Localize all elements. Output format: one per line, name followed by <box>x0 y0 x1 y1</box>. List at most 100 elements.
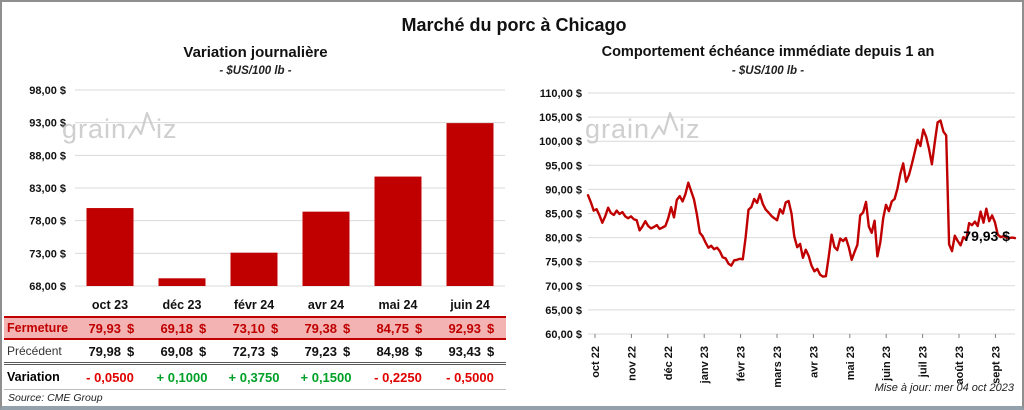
table-row-variation: Variation - 0,0500 + 0,1000 + 0,3750 + 0,150… <box>4 365 506 390</box>
source-note: Source: CME Group <box>8 392 103 404</box>
variation-cell: + 0,1000 <box>146 370 218 385</box>
page-title: Marché du porc à Chicago <box>401 15 627 35</box>
line-chart-title: Comportement échéance immédiate depuis 1… <box>601 44 935 60</box>
currency-symbol: $ <box>271 343 279 359</box>
table-row-precedent: Précédent 79,98 $69,08 $72,73 $79,23 $84,98 $9… <box>4 340 506 365</box>
row-label: Fermeture <box>7 321 69 335</box>
variation-value: + 0,1000 <box>156 369 208 385</box>
y-axis-label: 75,00 $ <box>545 257 582 269</box>
currency-symbol: $ <box>487 320 495 336</box>
bar-juin 24 <box>446 123 494 287</box>
y-axis-label: 83,00 $ <box>29 183 66 195</box>
variation-value: - 0,5000 <box>446 369 494 385</box>
x-axis-label: mai 23 <box>845 346 857 380</box>
price-cell: 69,08 $ <box>146 344 218 359</box>
price-value: 69,18 <box>160 320 193 336</box>
column-header: févr 24 <box>233 298 275 312</box>
y-axis-label: 73,00 $ <box>29 248 66 260</box>
price-value: 84,98 <box>376 343 409 359</box>
price-cell: 84,75 $ <box>362 321 434 336</box>
variation-cell: + 0,1500 <box>290 370 362 385</box>
price-value: 84,75 <box>376 320 409 336</box>
y-axis-label: 110,00 $ <box>540 88 582 100</box>
price-value: 72,73 <box>232 343 265 359</box>
price-value: 93,43 <box>448 343 481 359</box>
bar-déc 23 <box>158 278 206 286</box>
currency-symbol: $ <box>343 320 351 336</box>
currency-symbol: $ <box>415 343 423 359</box>
currency-symbol: $ <box>199 320 207 336</box>
variation-cell: + 0,3750 <box>218 370 290 385</box>
price-cell: 84,98 $ <box>362 344 434 359</box>
column-header: juin 24 <box>450 298 490 312</box>
bar-chart-subtitle: - $US/100 lb - <box>219 65 292 77</box>
x-axis-label: déc 22 <box>663 346 675 380</box>
y-axis-label: 90,00 $ <box>545 184 582 196</box>
column-header: mai 24 <box>378 298 418 312</box>
x-axis-label: avr 23 <box>808 346 820 378</box>
bar-chart-canvas: 98,00 $ 93,00 $ 88,00 $ 83,00 $ 78,00 $ 73,00… <box>29 85 505 293</box>
x-axis-label: oct 22 <box>590 346 602 378</box>
bar-avr 24 <box>302 211 350 286</box>
x-axis-label: janv 23 <box>699 346 711 384</box>
bar-chart-title: Variation journalière <box>183 44 328 61</box>
y-axis-label: 85,00 $ <box>545 209 582 221</box>
price-cell: 73,10 $ <box>218 321 290 336</box>
price-cell: 92,93 $ <box>434 321 506 336</box>
update-note: Mise à jour: mer 04 oct 2023 <box>874 382 1014 394</box>
price-value: 79,23 <box>304 343 337 359</box>
currency-symbol: $ <box>487 343 495 359</box>
price-cell: 72,73 $ <box>218 344 290 359</box>
column-header: avr 24 <box>307 298 345 312</box>
x-axis-label: mars 23 <box>772 346 784 388</box>
x-axis-label: févr 23 <box>736 346 748 381</box>
price-value: 79,98 <box>88 343 121 359</box>
price-cell: 79,38 $ <box>290 321 362 336</box>
bar-mai 24 <box>374 176 422 286</box>
price-table: oct 23 déc 23 févr 24 avr 24 mai 24 juin 24 Fe… <box>4 294 506 390</box>
currency-symbol: $ <box>127 343 135 359</box>
front-month-line-chart: 110,00 $ 105,00 $ 100,00 $ 95,00 $ 90,00 $ 85… <box>514 87 1022 404</box>
variation-cell: - 0,0500 <box>74 370 146 385</box>
y-axis-label: 78,00 $ <box>29 216 66 228</box>
y-axis-label: 80,00 $ <box>545 233 582 245</box>
table-row-fermeture: Fermeture 79,93 $69,18 $73,10 $79,38 $84,75 $9… <box>4 316 506 340</box>
y-axis-label: 65,00 $ <box>545 305 582 317</box>
currency-symbol: $ <box>415 320 423 336</box>
y-axis-label: 100,00 $ <box>539 136 582 148</box>
currency-symbol: $ <box>199 343 207 359</box>
bar-oct 23 <box>86 208 134 286</box>
price-value: 79,93 <box>88 320 121 336</box>
x-axis-label: nov 22 <box>626 346 638 381</box>
daily-variation-bar-chart: 98,00 $ 93,00 $ 88,00 $ 83,00 $ 78,00 $ 73,00… <box>2 82 509 302</box>
y-axis-label: 68,00 $ <box>29 281 66 293</box>
x-axis-label: juil 23 <box>918 346 930 378</box>
x-axis-label: juin 23 <box>881 346 893 382</box>
price-value: 79,38 <box>304 320 337 336</box>
variation-cell: - 0,5000 <box>434 370 506 385</box>
variation-value: - 0,2250 <box>374 369 422 385</box>
price-value: 92,93 <box>448 320 481 336</box>
price-line <box>586 119 1017 278</box>
row-label: Variation <box>7 370 60 384</box>
price-cell: 79,23 $ <box>290 344 362 359</box>
price-value: 73,10 <box>232 320 265 336</box>
column-header: déc 23 <box>162 298 202 312</box>
price-cell: 79,93 $ <box>74 321 146 336</box>
bar-févr 24 <box>230 252 278 286</box>
price-cell: 79,98 $ <box>74 344 146 359</box>
variation-value: + 0,1500 <box>300 369 352 385</box>
x-axis-label: août 23 <box>954 346 966 385</box>
y-axis-label: 60,00 $ <box>545 329 582 341</box>
line-chart-subtitle: - $US/100 lb - <box>731 65 805 77</box>
y-axis-label: 70,00 $ <box>545 281 582 293</box>
row-label: Précédent <box>7 344 62 358</box>
y-axis-label: 88,00 $ <box>29 150 66 162</box>
y-axis-label: 105,00 $ <box>539 112 582 124</box>
y-axis-label: 93,00 $ <box>29 118 66 130</box>
line-chart-canvas: 110,00 $ 105,00 $ 100,00 $ 95,00 $ 90,00 $ 85… <box>539 88 1017 388</box>
last-price-label: 79,93 $ <box>963 228 1010 244</box>
currency-symbol: $ <box>127 320 135 336</box>
x-axis-label: sept 23 <box>990 346 1002 384</box>
